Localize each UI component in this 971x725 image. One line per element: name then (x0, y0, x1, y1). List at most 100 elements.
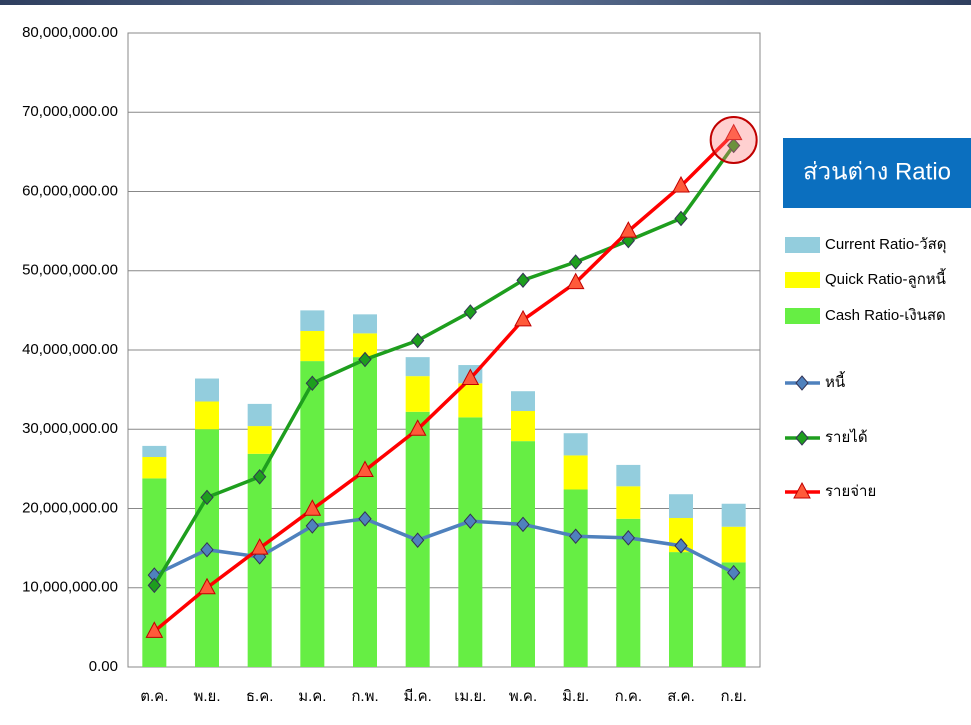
x-tick-label: ก.ย. (721, 688, 747, 705)
line-series (152, 144, 736, 587)
line-marker (795, 430, 809, 446)
line-marker (619, 221, 638, 238)
bar-segment (721, 503, 746, 527)
bar-segment (142, 456, 167, 479)
legend-label: Quick Ratio-ลูกหนี้ (825, 268, 946, 288)
line-series (153, 517, 735, 577)
bar-segment (405, 376, 430, 412)
line-marker (303, 499, 322, 516)
bar-segment (300, 310, 325, 331)
x-tick-label: เม.ย. (454, 688, 486, 705)
legend-label: หนี้ (825, 371, 846, 391)
line-marker (358, 511, 372, 527)
bar-segment (616, 464, 641, 487)
line-marker (674, 210, 688, 227)
bar-segment (195, 401, 219, 430)
x-tick-label: ก.ค. (615, 688, 642, 705)
bar-segment (405, 357, 430, 377)
line-marker (147, 577, 161, 594)
x-tick-label: ม.ค. (298, 688, 326, 705)
legend-label: รายได้ (825, 428, 868, 446)
y-tick-label: 20,000,000.00 (22, 499, 118, 516)
line-series (153, 132, 735, 633)
x-tick-label: มิ.ย. (562, 688, 589, 705)
line-marker (463, 304, 477, 320)
bar-segment (721, 526, 746, 563)
line-marker (198, 577, 216, 595)
bar-segment (458, 417, 483, 667)
bar-segment (247, 403, 272, 427)
y-tick-label: 10,000,000.00 (22, 579, 118, 596)
highlight-circle (709, 116, 758, 164)
line-marker (200, 541, 214, 558)
line-marker (463, 513, 477, 529)
line-marker (621, 530, 635, 546)
line-marker (569, 254, 583, 270)
line-marker (411, 332, 425, 349)
line-marker (724, 123, 743, 141)
line-marker (461, 368, 480, 386)
line-marker (569, 528, 583, 545)
line-marker (566, 272, 585, 290)
y-tick-label: 40,000,000.00 (22, 341, 118, 358)
y-tick-label: 70,000,000.00 (22, 103, 118, 120)
bar-segment (300, 330, 325, 362)
bar-segment (458, 383, 483, 418)
legend-swatch (785, 237, 820, 253)
line-marker (674, 537, 688, 554)
legend-swatch (785, 308, 820, 324)
line-marker (356, 460, 374, 477)
line-marker (253, 469, 267, 485)
bar-segment (669, 494, 693, 519)
line-marker (305, 518, 319, 534)
line-marker (358, 351, 372, 368)
top-strip (0, 0, 971, 5)
line-marker (305, 375, 319, 392)
bar-segment (247, 426, 272, 454)
x-tick-label: ส.ค. (667, 688, 695, 705)
x-tick-label: ธ.ค. (246, 688, 274, 705)
line-marker (727, 137, 741, 154)
line-marker (250, 538, 269, 555)
x-tick-label: พ.ค. (509, 688, 537, 705)
legend-swatch (785, 272, 820, 288)
legend-title: ส่วนต่าง Ratio (803, 158, 951, 185)
y-tick-label: 50,000,000.00 (22, 262, 118, 279)
legend-label: รายจ่าย (825, 483, 876, 500)
line-marker (672, 175, 690, 193)
y-tick-label: 0.00 (89, 658, 118, 675)
bar-segment (511, 411, 535, 442)
line-marker (200, 489, 214, 506)
bar-segment (563, 455, 588, 490)
line-marker (516, 516, 530, 533)
bar-segment (616, 486, 641, 519)
bar-segment (353, 314, 377, 334)
legend-label: Cash Ratio-เงินสด (825, 307, 946, 324)
x-tick-label: พ.ย. (193, 688, 220, 705)
bar-segment (563, 489, 588, 667)
bar-segment (563, 433, 588, 456)
line-marker (727, 564, 741, 581)
line-marker (514, 309, 532, 327)
y-tick-label: 60,000,000.00 (22, 182, 118, 199)
bar-segment (142, 445, 167, 457)
line-marker (795, 375, 809, 391)
bar-segment (669, 552, 693, 667)
y-tick-label: 80,000,000.00 (22, 24, 118, 41)
line-marker (145, 621, 164, 638)
y-tick-label: 30,000,000.00 (22, 420, 118, 437)
bar-segment (511, 391, 535, 412)
line-marker (408, 419, 427, 436)
x-tick-label: ต.ค. (140, 688, 168, 705)
line-marker (793, 481, 811, 499)
bar-segment (511, 441, 535, 667)
line-marker (411, 532, 425, 548)
bar-segment (195, 378, 219, 402)
legend-title-box (783, 138, 971, 208)
line-marker (516, 272, 530, 289)
x-tick-label: มี.ค. (404, 688, 432, 705)
legend-label: Current Ratio-วัสดุ (825, 236, 947, 254)
x-tick-label: ก.พ. (351, 688, 378, 705)
